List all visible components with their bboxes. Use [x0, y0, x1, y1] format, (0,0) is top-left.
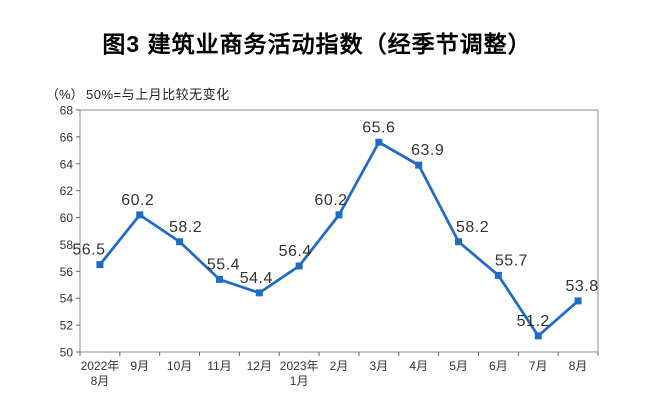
chart-note: 50%=与上月比较无变化: [86, 87, 230, 102]
data-point-marker: [455, 238, 463, 246]
y-axis-tick-label: 54: [60, 292, 74, 306]
y-axis: 50 52 54 56 58 60 62 64 66 68: [60, 104, 80, 360]
data-label: 55.4: [207, 256, 240, 273]
data-point-marker: [96, 261, 104, 269]
x-axis-tick-label: 11月: [207, 359, 231, 373]
data-point-marker: [255, 289, 263, 297]
series-line: [98, 140, 580, 338]
x-axis-tick-label: 4月: [409, 359, 428, 373]
data-label: 58.2: [456, 219, 489, 236]
y-axis-tick-label: 64: [60, 157, 74, 171]
data-label: 54.4: [240, 270, 273, 287]
data-point-marker: [494, 271, 502, 279]
x-axis-tick-label: 10月: [167, 359, 192, 373]
x-axis-tick-label: 5月: [449, 359, 468, 373]
x-axis-tick-label: 2月: [330, 359, 349, 373]
data-label: 53.8: [566, 278, 599, 295]
data-labels: 56.5 60.2 58.2 55.454.4 56.4 60.2 65.6 63.9 58.2…: [72, 119, 598, 330]
data-point-marker: [215, 275, 223, 283]
chart-title: 图3 建筑业商务活动指数（经季节调整）: [102, 31, 532, 57]
x-axis-tick-label: 3月: [370, 359, 389, 373]
y-axis-tick-label: 60: [60, 211, 74, 225]
x-axis-tick-label: 1月: [290, 374, 309, 388]
data-point-marker: [375, 138, 383, 146]
data-label: 65.6: [362, 119, 395, 136]
x-axis-tick-label: 8月: [91, 374, 110, 388]
data-point-marker: [295, 262, 303, 270]
data-point-marker: [534, 332, 542, 340]
y-axis-tick-label: 68: [60, 104, 74, 118]
data-point-marker: [574, 297, 582, 305]
x-axis-tick-label: 9月: [130, 359, 149, 373]
data-label: 58.2: [169, 219, 202, 236]
x-axis-tick-label: 2022年: [81, 359, 120, 373]
y-axis-tick-label: 66: [60, 130, 74, 144]
data-label: 55.7: [495, 252, 528, 269]
data-label: 56.4: [279, 243, 312, 260]
y-axis-tick-label: 56: [60, 265, 74, 279]
data-points: [96, 138, 582, 340]
x-axis-tick-label: 8月: [569, 359, 588, 373]
data-label: 60.2: [314, 192, 347, 209]
data-point-marker: [136, 211, 144, 219]
data-point-marker: [176, 238, 184, 246]
y-axis-tick-label: 58: [60, 238, 74, 252]
y-axis-unit-label: （%）: [46, 87, 84, 102]
plot-area-border: [79, 109, 599, 353]
data-label: 51.2: [517, 313, 550, 330]
x-axis-tick-label: 12月: [247, 359, 272, 373]
data-point-marker: [415, 161, 423, 169]
y-axis-tick-label: 62: [60, 184, 74, 198]
y-axis-tick-label: 52: [60, 319, 74, 333]
y-axis-tick-label: 50: [60, 346, 74, 360]
x-axis-tick-label: 7月: [529, 359, 548, 373]
data-label: 56.5: [72, 242, 105, 259]
data-label: 63.9: [411, 142, 444, 159]
data-point-marker: [335, 211, 343, 219]
x-axis-tick-label: 2023年: [280, 359, 319, 373]
data-label: 60.2: [121, 192, 154, 209]
x-axis-tick-label: 6月: [489, 359, 508, 373]
